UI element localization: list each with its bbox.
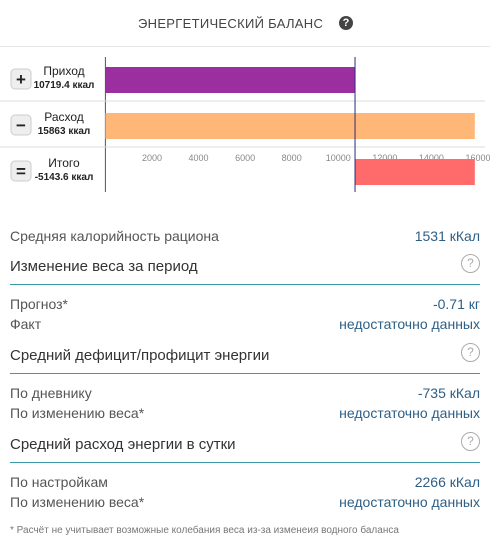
row-icon-symbol: +	[16, 70, 26, 89]
x-tick-label: 12000	[372, 153, 397, 163]
info-row: По настройкам 2266 кКал	[10, 474, 480, 490]
row-value: недостаточно данных	[339, 405, 480, 421]
bar	[105, 67, 356, 93]
x-tick-label: 14000	[419, 153, 444, 163]
info-row: По изменению веса* недостаточно данных	[10, 494, 480, 510]
info-row: Прогноз* -0.71 кг	[10, 296, 480, 312]
section-title: Средний расход энергии в сутки?	[10, 432, 480, 463]
value-label: -5143.6 ккал	[35, 172, 94, 183]
x-tick-label: 10000	[326, 153, 351, 163]
x-tick-label: 16000	[465, 153, 490, 163]
value-label: 15863 ккал	[38, 126, 91, 137]
row-icon	[10, 68, 32, 90]
bar	[105, 113, 475, 139]
average-value: 1531 кКал	[414, 228, 480, 244]
row-value: недостаточно данных	[339, 494, 480, 510]
row-label: Факт	[10, 316, 42, 332]
row-value: -735 кКал	[417, 385, 480, 401]
chart: 2000 4000 6000 8000 10000 12000 14000 16000 + При…	[0, 57, 490, 192]
header: ЭНЕРГЕТИЧЕСКИЙ БАЛАНС ?	[0, 0, 490, 47]
header-title: ЭНЕРГЕТИЧЕСКИЙ БАЛАНС	[138, 16, 324, 31]
row-icon	[10, 160, 32, 182]
row-label: Прогноз*	[10, 296, 68, 312]
row-icon-symbol: −	[16, 116, 26, 135]
bar	[355, 159, 475, 185]
section-title-text: Изменение веса за период	[10, 258, 198, 275]
section-title: Средний дефицит/профицит энергии?	[10, 343, 480, 374]
category-label: Приход	[43, 64, 84, 78]
help-icon[interactable]: ?	[461, 254, 480, 273]
value-label: 10719.4 ккал	[34, 80, 95, 91]
help-icon[interactable]: ?	[339, 16, 353, 30]
row-value: 2266 кКал	[414, 474, 480, 490]
row-label: По изменению веса*	[10, 494, 145, 510]
row-value: -0.71 кг	[432, 296, 480, 312]
help-icon[interactable]: ?	[461, 432, 480, 451]
row-label: По изменению веса*	[10, 405, 145, 421]
section-title-text: Средний дефицит/профицит энергии	[10, 347, 270, 364]
x-tick-label: 4000	[189, 153, 209, 163]
x-tick-label: 8000	[282, 153, 302, 163]
info-row: Факт недостаточно данных	[10, 316, 480, 332]
category-label: Расход	[44, 110, 84, 124]
section-title-text: Средний расход энергии в сутки	[10, 436, 236, 453]
info-row: По изменению веса* недостаточно данных	[10, 405, 480, 421]
x-tick-label: 6000	[235, 153, 255, 163]
info-row: По дневнику -735 кКал	[10, 385, 480, 401]
row-icon	[10, 114, 32, 136]
help-icon[interactable]: ?	[461, 343, 480, 362]
row-label: По настройкам	[10, 474, 108, 490]
section-title: Изменение веса за период?	[10, 254, 480, 285]
average-row: Средняя калорийность рациона 1531 кКал	[10, 228, 480, 244]
row-value: недостаточно данных	[339, 316, 480, 332]
row-icon-symbol: =	[16, 162, 26, 181]
category-label: Итого	[48, 156, 80, 170]
footnote: * Расчёт не учитывает возможные колебани…	[10, 525, 399, 536]
row-label: По дневнику	[10, 385, 92, 401]
x-tick-label: 2000	[142, 153, 162, 163]
average-label: Средняя калорийность рациона	[10, 228, 219, 244]
